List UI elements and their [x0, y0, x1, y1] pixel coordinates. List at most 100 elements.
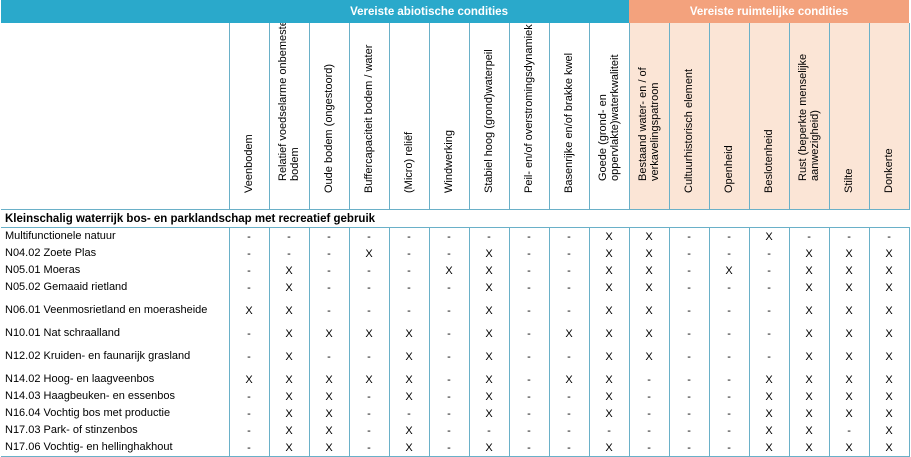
cell-value: X: [749, 371, 790, 388]
row-name: N10.01 Nat schraalland: [1, 325, 230, 342]
table-row: N17.03 Park- of stinzenbos - X X - X - - - - - - - - X…: [1, 422, 910, 439]
cell-value: X: [829, 342, 870, 371]
cell-value: -: [509, 439, 550, 457]
cell-value: -: [309, 262, 350, 279]
column-header: Veenbodem: [229, 23, 270, 210]
table-row: N06.01 Veenmosrietland en moerasheide X X -…: [1, 296, 910, 325]
cell-value: -: [509, 405, 550, 422]
group-header-row: Vereiste abiotische condities Vereiste r…: [1, 0, 910, 23]
cell-value: X: [589, 439, 630, 457]
cell-value: -: [549, 296, 590, 325]
cell-value: -: [669, 262, 710, 279]
row-name: N16.04 Vochtig bos met productie: [1, 405, 230, 422]
cell-value: X: [829, 371, 870, 388]
column-header: Cultuurhistorisch element: [669, 23, 710, 210]
cell-value: X: [309, 422, 350, 439]
cell-value: -: [269, 227, 310, 245]
cell-value: -: [429, 439, 470, 457]
cell-value: X: [269, 371, 310, 388]
cell-value: -: [429, 227, 470, 245]
cell-value: -: [429, 371, 470, 388]
cell-value: -: [709, 227, 750, 245]
column-header: Donkerte: [869, 23, 910, 210]
cell-value: -: [589, 422, 630, 439]
column-header-row: Veenbodem Relatief voedselarme onbemeste …: [1, 23, 910, 210]
column-header: Stilte: [829, 23, 870, 210]
cell-value: -: [749, 279, 790, 296]
cell-value: -: [349, 262, 390, 279]
cell-value: -: [269, 245, 310, 262]
cell-value: -: [669, 439, 710, 457]
cell-value: X: [869, 388, 910, 405]
cell-value: X: [269, 296, 310, 325]
cell-value: X: [469, 388, 510, 405]
cell-value: X: [629, 296, 670, 325]
cell-value: -: [709, 342, 750, 371]
table-row: N14.03 Haagbeuken- en essenbos - X X - X - X - - X…: [1, 388, 910, 405]
cell-value: -: [229, 405, 270, 422]
cell-value: -: [349, 342, 390, 371]
row-name: N17.03 Park- of stinzenbos: [1, 422, 230, 439]
cell-value: -: [749, 245, 790, 262]
cell-value: X: [789, 279, 830, 296]
column-header-label: Beslotenheid: [763, 129, 776, 193]
cell-value: X: [589, 371, 630, 388]
column-header: Beslotenheid: [749, 23, 790, 210]
cell-value: -: [709, 405, 750, 422]
column-header-label: Stilte: [843, 168, 856, 193]
cell-value: X: [389, 422, 430, 439]
cell-value: -: [229, 227, 270, 245]
cell-value: X: [469, 262, 510, 279]
cell-value: -: [709, 422, 750, 439]
column-header: Stabiel hoog (grond)waterpeil: [469, 23, 510, 210]
cell-value: -: [509, 296, 550, 325]
cell-value: X: [709, 262, 750, 279]
cell-value: -: [309, 227, 350, 245]
cell-value: -: [509, 342, 550, 371]
cell-value: X: [749, 439, 790, 457]
cell-value: X: [589, 388, 630, 405]
cell-value: X: [389, 439, 430, 457]
column-header: Openheid: [709, 23, 750, 210]
cell-value: X: [309, 405, 350, 422]
cell-value: X: [589, 245, 630, 262]
cell-value: X: [749, 227, 790, 245]
cell-value: -: [749, 262, 790, 279]
cell-value: -: [429, 245, 470, 262]
cell-value: -: [229, 388, 270, 405]
cell-value: X: [869, 245, 910, 262]
cell-value: X: [869, 371, 910, 388]
cell-value: X: [749, 388, 790, 405]
cell-value: -: [709, 439, 750, 457]
table-row: N05.02 Gemaaid rietland - X - - - - X - - X X - - - X X X: [1, 279, 910, 296]
table-row: N04.02 Zoete Plas - - - X - - X - - X X - - - X X X: [1, 245, 910, 262]
cell-value: -: [509, 371, 550, 388]
cell-value: X: [469, 405, 510, 422]
cell-value: X: [589, 296, 630, 325]
cell-value: -: [309, 279, 350, 296]
cell-value: -: [749, 325, 790, 342]
table-row: N10.01 Nat schraalland - X X X X - X - X X X - - - X X X: [1, 325, 910, 342]
cell-value: -: [509, 262, 550, 279]
cell-value: -: [669, 388, 710, 405]
cell-value: -: [389, 279, 430, 296]
column-header-label: Cultuurhistorisch element: [683, 68, 696, 193]
cell-value: -: [389, 227, 430, 245]
cell-value: -: [549, 422, 590, 439]
cell-value: X: [589, 279, 630, 296]
cell-value: X: [389, 325, 430, 342]
cell-value: X: [469, 342, 510, 371]
cell-value: -: [629, 371, 670, 388]
cell-value: -: [429, 342, 470, 371]
cell-value: -: [749, 296, 790, 325]
cell-value: -: [229, 245, 270, 262]
cell-value: X: [829, 388, 870, 405]
cell-value: X: [389, 342, 430, 371]
cell-value: X: [549, 325, 590, 342]
cell-value: X: [309, 371, 350, 388]
cell-value: -: [469, 227, 510, 245]
cell-value: X: [349, 325, 390, 342]
cell-value: -: [709, 388, 750, 405]
